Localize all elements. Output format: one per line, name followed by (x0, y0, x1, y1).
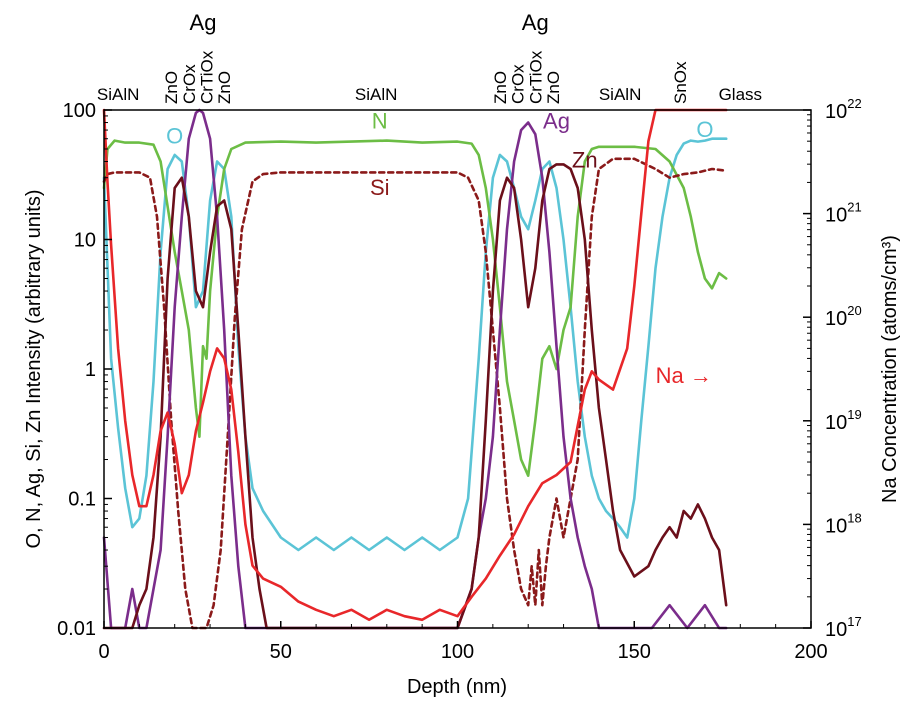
y-tick-label: 0.01 (57, 618, 96, 640)
y-tick-label: 10 (74, 230, 96, 252)
layer-label-zno: ZnO (162, 71, 181, 104)
series-label-si: Si (370, 175, 390, 200)
layer-label-crtiox: CrTiOx (198, 50, 217, 104)
layer-label-sialn: SiAlN (97, 85, 140, 104)
top-annotation-ag: Ag (190, 10, 217, 35)
y-axis-label: O, N, Ag, Si, Zn Intensity (arbitrary un… (23, 189, 45, 548)
layer-label-zno: ZnO (215, 71, 234, 104)
series-label-o: O (696, 117, 713, 142)
x-axis-label: Depth (nm) (407, 676, 507, 698)
series-line-zn (102, 163, 728, 630)
y2-tick-label: 1020 (825, 303, 862, 330)
y2-tick-label: 1017 (825, 614, 862, 641)
layer-label-zno: ZnO (544, 71, 563, 104)
x-tick-label: 50 (270, 641, 292, 663)
layer-label-sialn: SiAlN (599, 85, 642, 104)
x-tick-label: 150 (618, 641, 651, 663)
series-line-na (102, 108, 728, 622)
series-line-si (102, 157, 728, 630)
x-tick-label: 200 (794, 641, 827, 663)
y2-tick-label: 1018 (825, 510, 862, 537)
layer-label-crox: CrOx (180, 64, 199, 104)
series-line-o (102, 137, 728, 552)
series-label-zn: Zn (572, 147, 598, 172)
series-label-ag: Ag (543, 108, 570, 133)
x-tick-label: 100 (441, 641, 474, 663)
tick-layer: 0 50 100 150 200 0.01 0.1 1 10 100 1017 1018 1019 102… (57, 96, 862, 663)
y-tick-label: 100 (63, 100, 96, 122)
y-tick-label: 1 (85, 359, 96, 381)
series-layer (102, 108, 728, 630)
layer-label-snox: SnOx (671, 61, 690, 104)
series-label-na: Na → (656, 363, 712, 388)
series-line-ag (102, 108, 728, 630)
series-line-n (102, 139, 728, 477)
layer-label-crtiox: CrTiOx (526, 50, 545, 104)
y2-tick-label: 1021 (825, 200, 862, 227)
y2-tick-label: 1022 (825, 96, 862, 123)
y2-tick-label: 1019 (825, 407, 862, 434)
layer-label-crox: CrOx (509, 64, 528, 104)
x-tick-label: 0 (98, 641, 109, 663)
top-annotation-ag: Ag (522, 10, 549, 35)
layer-label-glass: Glass (719, 85, 762, 104)
y-tick-label: 0.1 (68, 489, 96, 511)
series-label-n: N (372, 108, 388, 133)
layer-label-zno: ZnO (491, 71, 510, 104)
y2-axis-label: Na Concentration (atoms/cm³) (879, 235, 901, 503)
series-label-o: O (166, 124, 183, 149)
layer-label-sialn: SiAlN (355, 85, 398, 104)
